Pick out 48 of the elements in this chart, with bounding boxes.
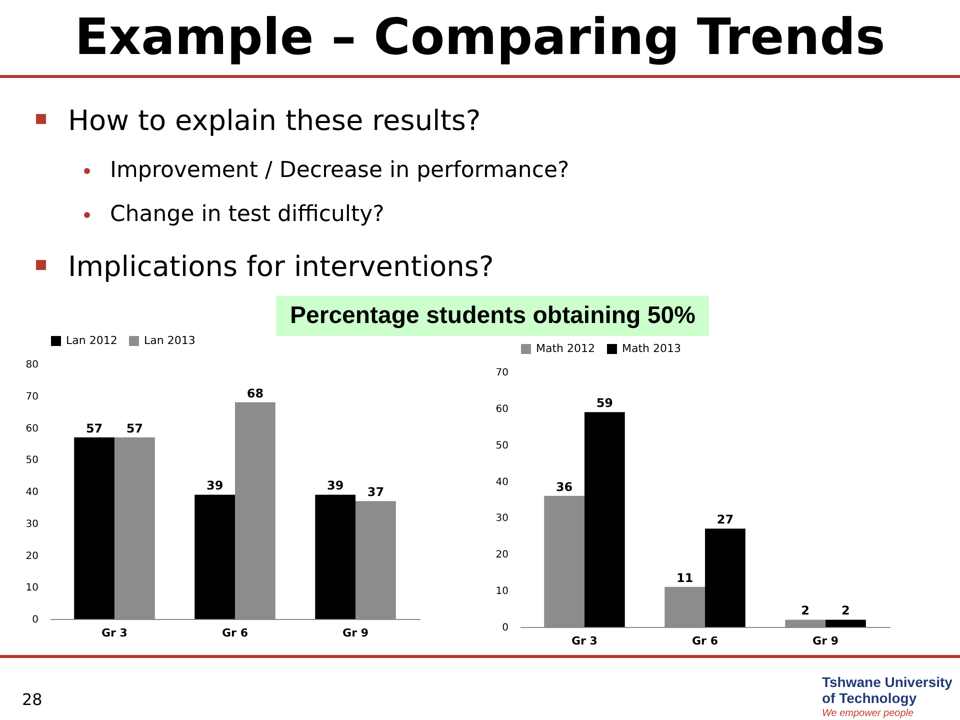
y-tick-label: 50 (496, 440, 508, 452)
data-label: 36 (556, 480, 573, 494)
x-tick-label: Gr 3 (572, 634, 598, 648)
data-label: 39 (326, 478, 344, 493)
y-tick-label: 50 (26, 455, 38, 466)
chart-title: Example – Comparing Trends (74, 8, 886, 66)
x-tick-label: Gr 9 (342, 626, 368, 640)
y-tick-label: 30 (26, 518, 38, 530)
y-tick-label: 60 (26, 423, 38, 434)
y-tick-label: 70 (26, 391, 38, 402)
y-tick-label: 10 (496, 586, 508, 598)
text: How to explain these results? (68, 104, 481, 137)
data-label: 68 (246, 386, 264, 400)
data-label: 27 (716, 512, 734, 527)
y-tick-label: 30 (496, 513, 508, 524)
data-label: 2 (842, 604, 850, 618)
x-tick-label: Gr 6 (222, 626, 248, 640)
y-tick-label: 10 (26, 582, 38, 594)
text: Improvement / Decrease in performance? (110, 158, 570, 183)
text: Change in test difficulty? (110, 202, 384, 227)
text: 28 (22, 690, 42, 709)
data-label: 2 (801, 604, 810, 618)
y-tick-label: 40 (496, 476, 508, 488)
y-tick-label: 0 (32, 614, 38, 626)
x-tick-label: Gr 9 (812, 634, 838, 648)
y-tick-label: 70 (496, 368, 508, 378)
text: Tshwane University of Technology (822, 674, 952, 706)
y-tick-label: 20 (26, 550, 38, 562)
y-tick-label: 80 (26, 360, 38, 370)
y-tick-label: 20 (496, 550, 508, 561)
data-label: 37 (367, 485, 384, 500)
data-label: 11 (676, 570, 694, 585)
legend-label: Lan 2013 (144, 334, 196, 347)
data-label: 57 (126, 421, 144, 436)
legend-label: Lan 2012 (66, 334, 118, 347)
text: Implications for interventions? (68, 250, 494, 283)
legend-label: Math 2012 (536, 342, 596, 355)
legend-label: Math 2013 (622, 342, 682, 355)
y-tick-label: 0 (502, 622, 508, 634)
text: We empower people (822, 708, 914, 719)
y-tick-label: 40 (26, 487, 38, 498)
data-label: 57 (86, 421, 103, 436)
x-tick-label: Gr 3 (102, 626, 128, 640)
x-tick-label: Gr 6 (692, 634, 718, 648)
data-label: 59 (596, 396, 614, 410)
y-tick-label: 60 (496, 404, 508, 415)
data-label: 39 (206, 478, 224, 493)
text: Percentage students obtaining 50% (276, 296, 710, 336)
